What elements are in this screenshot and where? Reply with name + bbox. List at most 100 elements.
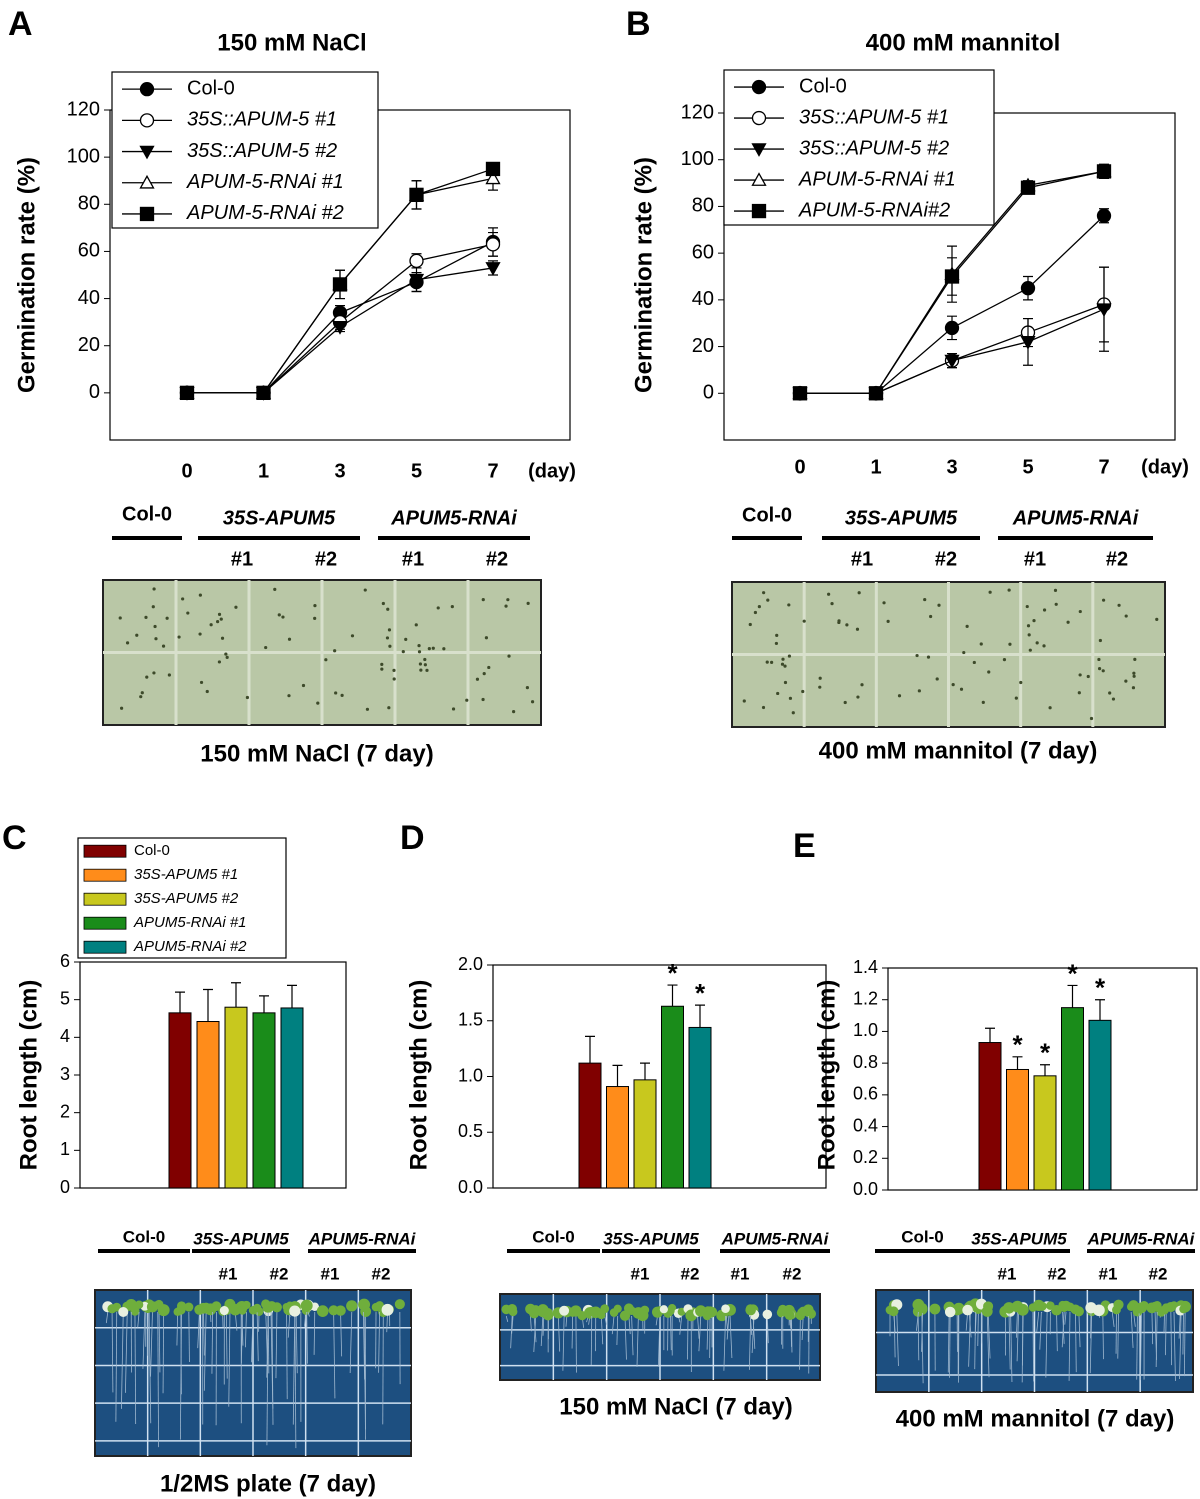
- root: [533, 1315, 537, 1343]
- data-point: [1096, 208, 1112, 223]
- group-label: 35S-APUM5: [603, 1229, 699, 1248]
- y-tick-label: 0.5: [458, 1121, 483, 1141]
- photo-caption: 400 mM mannitol (7 day): [819, 737, 1098, 764]
- seedling: [791, 711, 795, 715]
- root: [571, 1315, 574, 1349]
- seedling: [224, 652, 228, 656]
- y-tick-label: 40: [692, 288, 714, 310]
- root: [211, 1311, 214, 1374]
- photo-caption: 150 mM NaCl (7 day): [200, 740, 433, 767]
- seedling: [803, 1304, 814, 1315]
- bar: [578, 1062, 602, 1189]
- seedling: [802, 619, 806, 623]
- root: [1016, 1311, 1019, 1362]
- root: [631, 1315, 634, 1356]
- root: [266, 1311, 269, 1446]
- root: [363, 1311, 365, 1380]
- panel-letter: E: [793, 827, 816, 865]
- replicate-label: #1: [321, 1264, 340, 1283]
- root: [134, 1311, 137, 1425]
- seedling: [107, 1304, 117, 1314]
- seedling: [167, 673, 171, 677]
- seedling: [442, 647, 446, 651]
- root: [590, 1315, 593, 1366]
- root: [225, 1311, 228, 1379]
- root: [150, 1311, 153, 1377]
- seedling: [770, 660, 774, 664]
- seedling: [335, 1305, 346, 1316]
- seedling: [988, 590, 992, 594]
- root: [180, 1311, 182, 1395]
- root: [1032, 1311, 1034, 1382]
- seedling: [972, 660, 976, 665]
- error-bar: [612, 1064, 623, 1087]
- root: [188, 1311, 190, 1363]
- seedling: [507, 1303, 517, 1314]
- y-tick-label: 100: [67, 145, 100, 167]
- y-tick-label: 40: [78, 287, 100, 309]
- seedling: [762, 591, 766, 595]
- legend-swatch: [83, 940, 127, 954]
- seedling: [135, 633, 139, 637]
- seedling: [1002, 658, 1007, 662]
- seedling: [387, 706, 391, 710]
- seedling: [153, 624, 157, 629]
- seedling: [487, 665, 491, 670]
- group-label: APUM5-RNAi: [308, 1229, 417, 1248]
- seedling: [118, 616, 122, 620]
- root: [636, 1315, 639, 1367]
- root: [1179, 1311, 1182, 1380]
- root: [1061, 1311, 1065, 1348]
- panel-letter: D: [400, 819, 425, 857]
- root: [306, 1311, 308, 1364]
- group-label: APUM5-RNAi: [390, 507, 517, 529]
- legend-swatch: [83, 868, 127, 882]
- root: [1089, 1311, 1093, 1374]
- root: [1165, 1311, 1167, 1356]
- root: [105, 1311, 109, 1324]
- seedling: [417, 650, 422, 654]
- seedling: [181, 597, 185, 601]
- root: [562, 1315, 565, 1371]
- root: [1173, 1311, 1176, 1381]
- seedling: [425, 668, 429, 672]
- seedling: [157, 1304, 170, 1317]
- group-label: 35S-APUM5: [971, 1229, 1067, 1248]
- y-tick-label: 100: [681, 148, 714, 170]
- error-bar: [640, 1062, 650, 1080]
- seedling: [176, 1305, 186, 1315]
- root: [1041, 1311, 1043, 1313]
- y-tick-label: 20: [692, 335, 714, 357]
- root: [697, 1315, 700, 1339]
- seedling: [1008, 642, 1012, 646]
- y-tick-label: 60: [78, 240, 100, 262]
- root: [604, 1315, 607, 1325]
- seedling: [1053, 588, 1058, 593]
- bar: [1033, 1075, 1057, 1191]
- bar: [252, 1012, 276, 1189]
- root: [1039, 1311, 1042, 1350]
- root: [600, 1315, 604, 1345]
- y-tick-label: 0.6: [853, 1084, 878, 1104]
- seedling: [613, 1304, 622, 1313]
- seedling: [1078, 673, 1082, 677]
- error-bar: [231, 982, 241, 1008]
- x-tick-label: 0: [181, 460, 192, 482]
- seedling: [1011, 1300, 1024, 1313]
- root: [726, 1315, 730, 1340]
- root: [698, 1315, 702, 1352]
- seedling: [252, 1303, 262, 1313]
- seedling: [234, 605, 238, 609]
- seedling: [1108, 691, 1112, 695]
- y-tick-label: 0.0: [853, 1179, 878, 1199]
- y-tick-label: 60: [692, 241, 714, 263]
- seedling: [184, 1302, 194, 1312]
- legend-label: Col-0: [187, 77, 235, 99]
- seedling: [245, 695, 250, 700]
- chart-title: 400 mM mannitol: [866, 29, 1061, 56]
- legend-marker: [139, 82, 155, 97]
- seedling: [745, 1304, 756, 1316]
- seedling: [981, 1305, 993, 1317]
- y-tick-label: 80: [692, 195, 714, 217]
- y-tick-label: 6: [60, 951, 70, 971]
